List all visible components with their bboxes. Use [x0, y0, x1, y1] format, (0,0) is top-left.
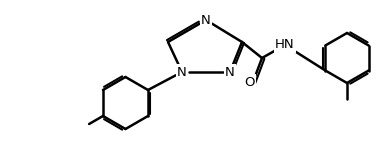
- Text: N: N: [225, 66, 235, 79]
- Text: HN: HN: [275, 39, 295, 52]
- Text: N: N: [177, 66, 187, 79]
- Text: N: N: [201, 13, 211, 27]
- Text: O: O: [245, 76, 255, 88]
